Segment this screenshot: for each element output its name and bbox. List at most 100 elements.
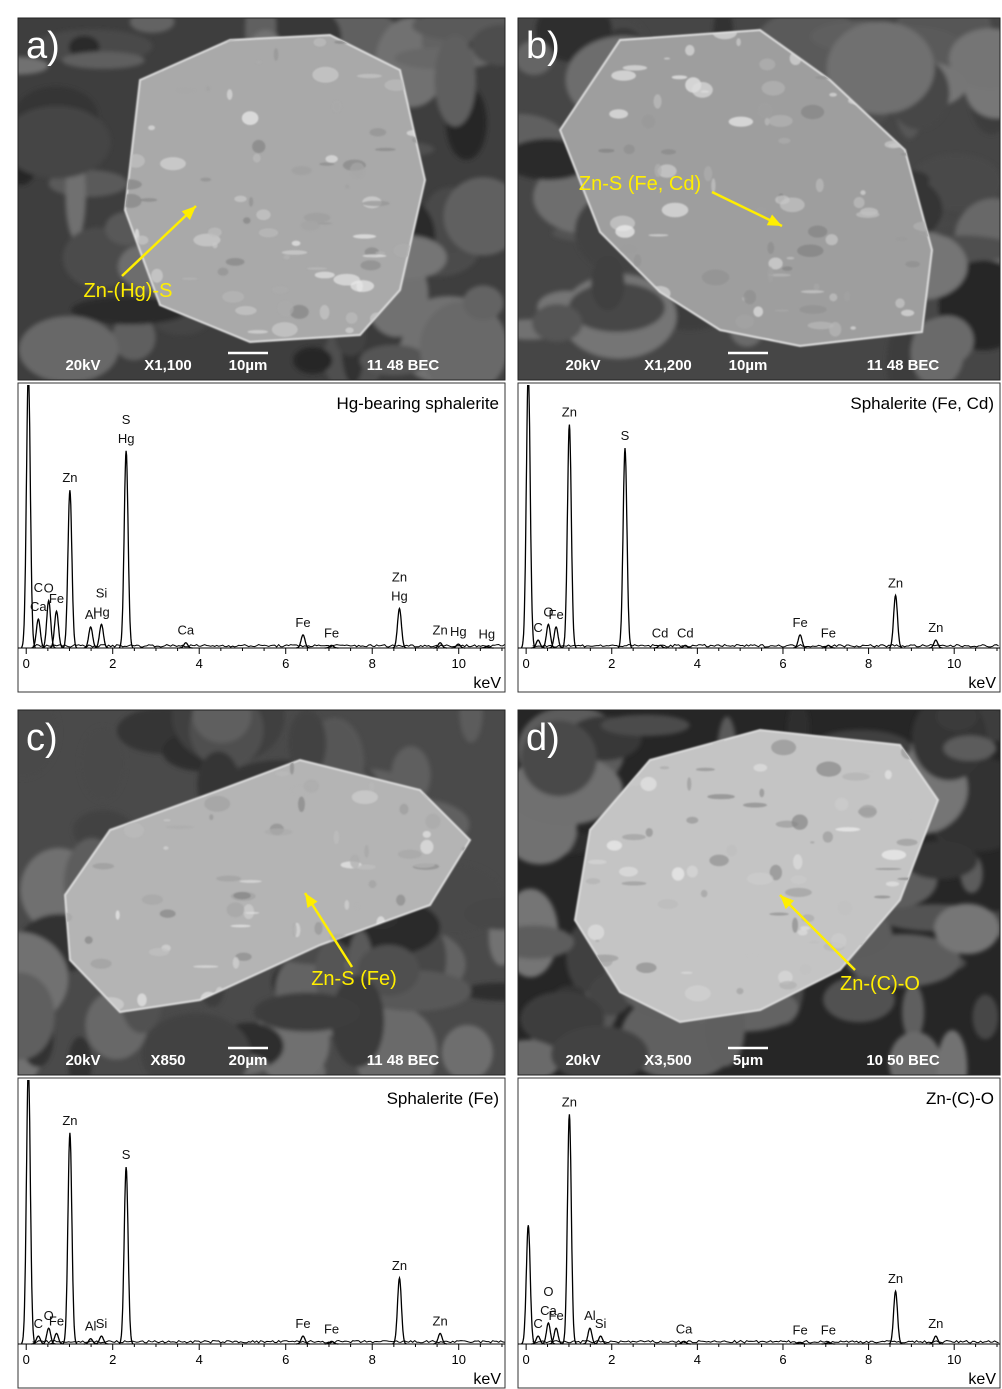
spectrum-peak <box>521 1225 536 1345</box>
grain-spot <box>860 190 866 196</box>
peak-label: Zn <box>928 620 943 635</box>
x-tick-label: 2 <box>608 1352 615 1367</box>
accelerating-voltage: 20kV <box>65 357 100 374</box>
grain-spot <box>768 114 793 127</box>
grain-spot <box>829 293 838 302</box>
x-tick-label: 4 <box>196 656 203 671</box>
grain-spot <box>245 911 260 915</box>
spectrum-peak <box>541 1321 556 1345</box>
rock-fragment <box>192 710 252 743</box>
rock-fragment <box>357 944 420 997</box>
grain-spot <box>115 910 120 920</box>
spectrum-peak <box>582 1327 597 1345</box>
rock-fragment <box>331 975 385 1068</box>
grain-spot <box>793 854 803 870</box>
grain-spot <box>769 864 783 881</box>
x-tick-label: 6 <box>282 656 289 671</box>
rock-fragment <box>590 255 625 311</box>
mineral-grain <box>123 33 427 344</box>
grain-spot <box>375 251 386 255</box>
grain-spot <box>140 198 158 202</box>
grain-spot <box>243 217 251 224</box>
grain-spot <box>792 917 799 933</box>
peak-label: Fe <box>821 1323 836 1338</box>
grain-spot <box>281 250 308 255</box>
grain-spot <box>368 880 377 889</box>
x-tick-label: 8 <box>865 1352 872 1367</box>
grain-spot <box>884 769 892 780</box>
grain-spot <box>252 153 261 163</box>
peak-label: O <box>543 1284 553 1299</box>
rock-fragment <box>518 1039 560 1075</box>
grain-spot <box>252 139 266 154</box>
rock-fragment <box>112 314 156 361</box>
grain-spot <box>620 243 638 254</box>
sem-content <box>18 710 505 1075</box>
grain-spot <box>757 102 773 119</box>
grain-spot <box>151 268 163 283</box>
grain-spot <box>611 70 636 81</box>
x-tick-label: 8 <box>369 656 376 671</box>
magnification: X850 <box>150 1052 185 1069</box>
grain-spot <box>746 872 774 885</box>
spectrum-peak <box>392 606 407 649</box>
grain-spot <box>685 44 695 56</box>
spectrum-peak <box>561 424 577 649</box>
grain-spot <box>230 924 251 928</box>
detector-code: 10 50 BEC <box>866 1052 940 1069</box>
grain-spot <box>767 266 774 283</box>
grain-spot <box>165 825 194 829</box>
grain-spot <box>799 963 812 976</box>
grain-spot <box>193 965 219 968</box>
spectrum-peak <box>94 623 109 649</box>
grain-spot <box>136 235 149 245</box>
panel-label: c) <box>26 717 58 759</box>
grain-spot <box>206 86 211 92</box>
peak-label: Fe <box>821 625 836 640</box>
rock-fragment <box>518 40 554 76</box>
grain-spot <box>843 164 868 172</box>
rock-fragment <box>826 21 935 115</box>
grain-spot <box>225 257 245 266</box>
grain-spot <box>680 971 693 974</box>
spectrum-peak <box>62 490 78 649</box>
peak-label: Fe <box>793 615 808 630</box>
grain-spot <box>361 200 390 207</box>
grain-spot <box>775 195 790 205</box>
grain-spot <box>657 164 677 178</box>
grain-spot <box>712 30 737 40</box>
x-tick-label: 0 <box>23 1352 30 1367</box>
grain-spot <box>653 94 662 109</box>
grain-spot <box>895 236 908 242</box>
spectrum-peak <box>433 1332 447 1345</box>
arrow-head <box>780 895 795 910</box>
grain-spot <box>256 209 271 221</box>
grain-spot <box>623 144 635 155</box>
grain-spot <box>313 38 327 47</box>
grain-spot <box>641 114 656 129</box>
grain-spot <box>356 864 376 870</box>
grain-spot <box>368 782 375 791</box>
grain-spot <box>354 903 360 910</box>
spectrum-peak <box>49 609 64 649</box>
grain-spot <box>291 240 301 246</box>
peak-label: Zn <box>888 575 903 590</box>
image-frame <box>517 17 1001 381</box>
chart-title: Zn-(C)-O <box>926 1089 994 1108</box>
grain-spot <box>248 197 254 207</box>
x-tick-label: 6 <box>779 1352 786 1367</box>
grain-spot <box>853 197 865 209</box>
grain-spot <box>659 766 670 770</box>
rock-fragment <box>441 1025 493 1075</box>
scale-text: 10µm <box>229 357 268 374</box>
grain-spot <box>885 881 900 887</box>
grain-spot <box>908 810 917 822</box>
grain-spot <box>289 304 309 319</box>
rock-fragment <box>972 994 999 1040</box>
chart-frame <box>17 1077 506 1389</box>
grain-spot <box>397 849 422 859</box>
grain-spot <box>587 859 607 865</box>
grain-spot <box>813 283 820 291</box>
spectrum-peak <box>520 385 536 648</box>
